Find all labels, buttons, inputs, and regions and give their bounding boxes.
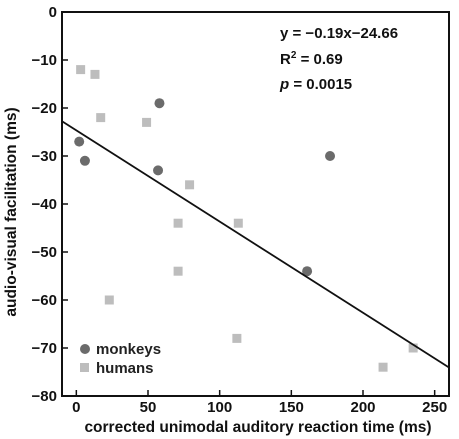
annotation-p-value: p = 0.0015 [279, 76, 352, 93]
y-tick-label: −20 [32, 100, 57, 117]
human-data-point [408, 343, 418, 353]
y-tick-label: −50 [32, 244, 57, 261]
monkey-data-point [325, 151, 336, 161]
monkey-data-point [302, 266, 313, 277]
axis-ticks: 0 50 100 150 200 250 0 −10 −20 −30 −40 −50 −60 −70 −80 [32, 4, 448, 416]
y-tick-label: −30 [32, 148, 57, 165]
plot-frame [61, 11, 450, 397]
y-axis-title: audio-visual facilitation (ms) [3, 107, 20, 316]
annotation-equation: y = −0.19x−24.66 [280, 25, 398, 42]
legend: monkeys humans [80, 341, 161, 377]
legend-label-humans: humans [96, 360, 154, 377]
annotation-r2: R2 = 0.69 [280, 50, 343, 68]
x-tick-label: 0 [72, 399, 80, 416]
plot-marks [61, 65, 450, 372]
x-tick-label: 200 [350, 399, 375, 416]
y-tick-label: −70 [32, 340, 57, 357]
monkey-data-point [154, 98, 165, 109]
human-data-point [378, 362, 388, 372]
y-tick-label: −40 [32, 196, 57, 213]
x-tick-label: 250 [422, 399, 447, 416]
legend-label-monkeys: monkeys [96, 341, 161, 358]
legend-marker-monkeys [80, 344, 90, 354]
human-data-point [173, 218, 183, 228]
x-tick-label: 50 [140, 399, 157, 416]
monkey-data-point [74, 136, 85, 147]
regression-line [61, 120, 450, 369]
y-tick-label: 0 [49, 4, 57, 21]
human-data-point [185, 180, 195, 190]
monkey-data-point [153, 165, 164, 176]
human-data-point [173, 266, 183, 276]
y-tick-label: −60 [32, 292, 57, 309]
human-data-point [90, 69, 100, 79]
y-tick-label: −80 [32, 388, 57, 405]
human-data-point [104, 295, 114, 305]
legend-marker-humans [80, 363, 89, 372]
y-tick-label: −10 [32, 52, 57, 69]
human-data-point [76, 65, 86, 75]
monkey-data-point [79, 155, 90, 166]
x-axis-title: corrected unimodal auditory reaction tim… [84, 419, 431, 436]
human-data-point [96, 113, 106, 123]
x-tick-label: 100 [207, 399, 232, 416]
human-data-point [232, 333, 242, 343]
human-data-point [142, 117, 152, 127]
human-data-point [233, 218, 243, 228]
x-tick-label: 150 [279, 399, 304, 416]
